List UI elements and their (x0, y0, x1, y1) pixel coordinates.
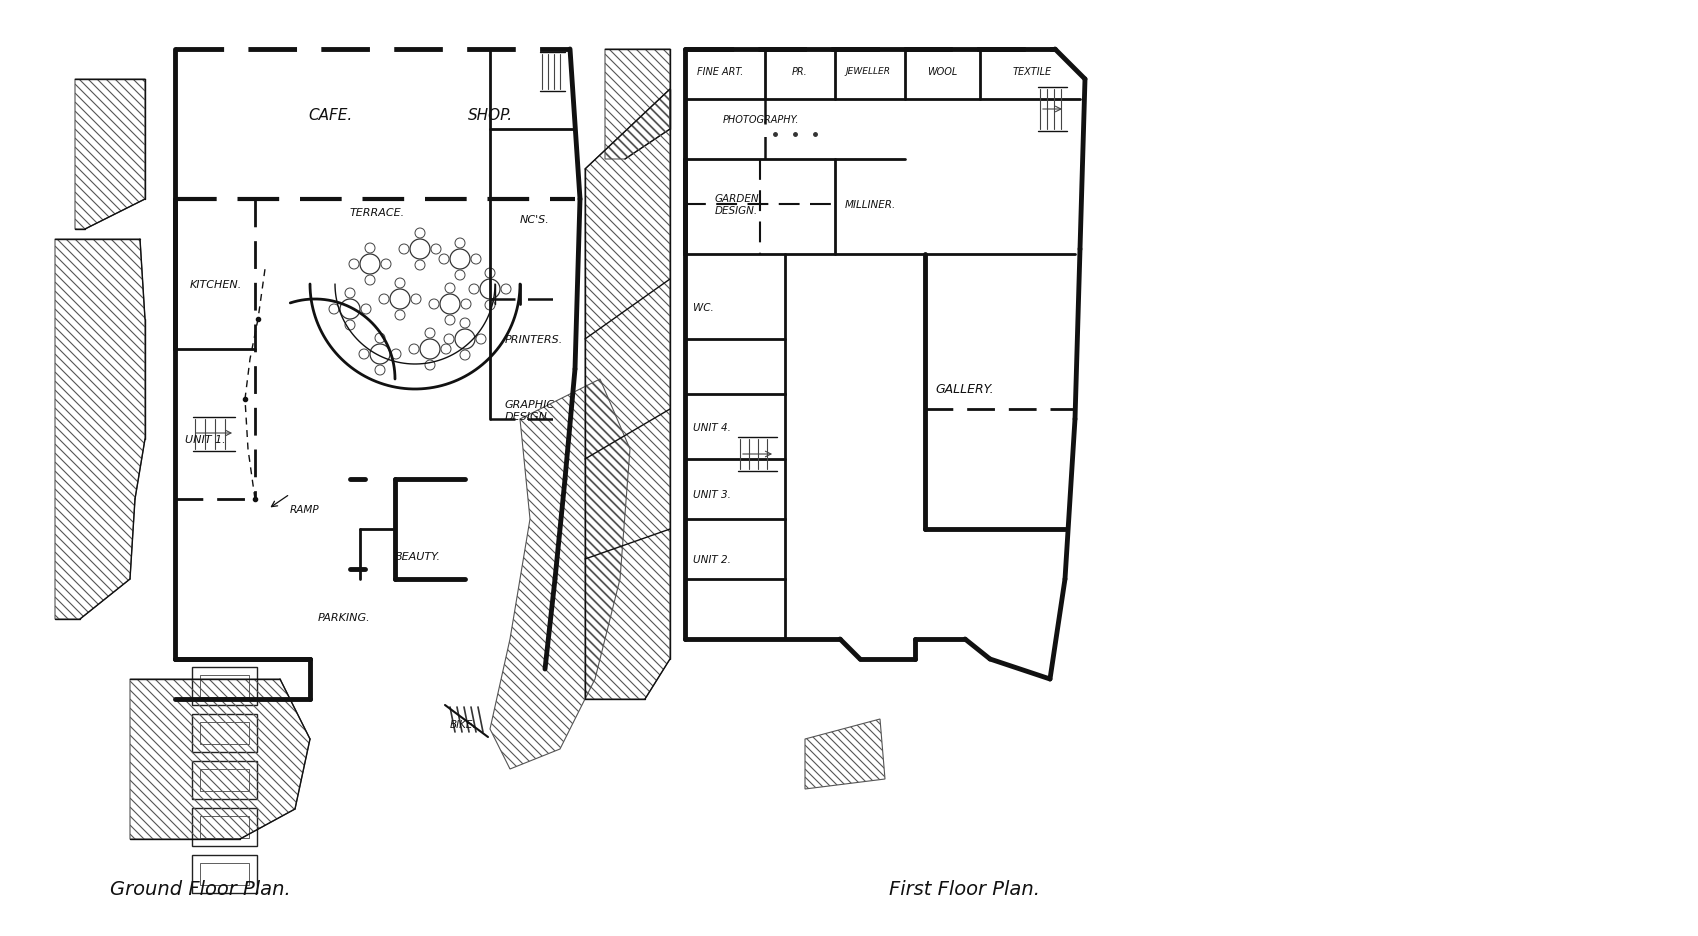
Bar (192, 856, 256, 893)
Text: TEXTILE: TEXTILE (1012, 67, 1051, 77)
Bar (192, 714, 256, 753)
Text: JEWELLER: JEWELLER (846, 67, 890, 77)
Polygon shape (584, 90, 669, 699)
Bar (200, 816, 250, 838)
Bar (200, 863, 250, 885)
Text: PHOTOGRAPHY.: PHOTOGRAPHY. (723, 115, 800, 124)
Polygon shape (131, 680, 309, 839)
Text: NC'S.: NC'S. (520, 214, 550, 225)
Text: UNIT 1.: UNIT 1. (185, 434, 226, 445)
Text: BEAUTY.: BEAUTY. (394, 551, 441, 562)
Text: MILLINER.: MILLINER. (844, 199, 897, 210)
Text: UNIT 4.: UNIT 4. (693, 422, 730, 432)
Bar (200, 675, 250, 697)
Text: Ground Floor Plan.: Ground Floor Plan. (110, 880, 290, 899)
Bar (192, 667, 256, 705)
Text: PRINTERS.: PRINTERS. (504, 335, 564, 344)
Text: First Floor Plan.: First Floor Plan. (890, 880, 1039, 899)
Bar (192, 808, 256, 846)
Text: KITCHEN.: KITCHEN. (190, 280, 243, 289)
Text: GARDEN
DESIGN.: GARDEN DESIGN. (715, 194, 759, 215)
Text: SHOP.: SHOP. (467, 108, 513, 123)
Text: UNIT 2.: UNIT 2. (693, 554, 730, 564)
Polygon shape (604, 50, 669, 160)
Bar (192, 761, 256, 799)
Polygon shape (54, 240, 144, 620)
Bar (200, 723, 250, 744)
Text: PR.: PR. (791, 67, 808, 77)
Text: WOOL: WOOL (927, 67, 956, 77)
Text: WC.: WC. (693, 302, 713, 313)
Text: UNIT 3.: UNIT 3. (693, 490, 730, 500)
Text: FINE ART.: FINE ART. (696, 67, 742, 77)
Polygon shape (805, 719, 885, 789)
Polygon shape (75, 80, 144, 229)
Text: GRAPHIC
DESIGN.: GRAPHIC DESIGN. (504, 400, 555, 421)
Text: GALLERY.: GALLERY. (936, 383, 993, 396)
Polygon shape (489, 380, 630, 769)
Text: BIKE.: BIKE. (450, 719, 477, 729)
Text: CAFE.: CAFE. (307, 108, 351, 123)
Text: PARKING.: PARKING. (318, 612, 370, 622)
Text: TERRACE.: TERRACE. (350, 208, 404, 218)
Bar (200, 769, 250, 791)
Text: RAMP: RAMP (290, 505, 319, 515)
